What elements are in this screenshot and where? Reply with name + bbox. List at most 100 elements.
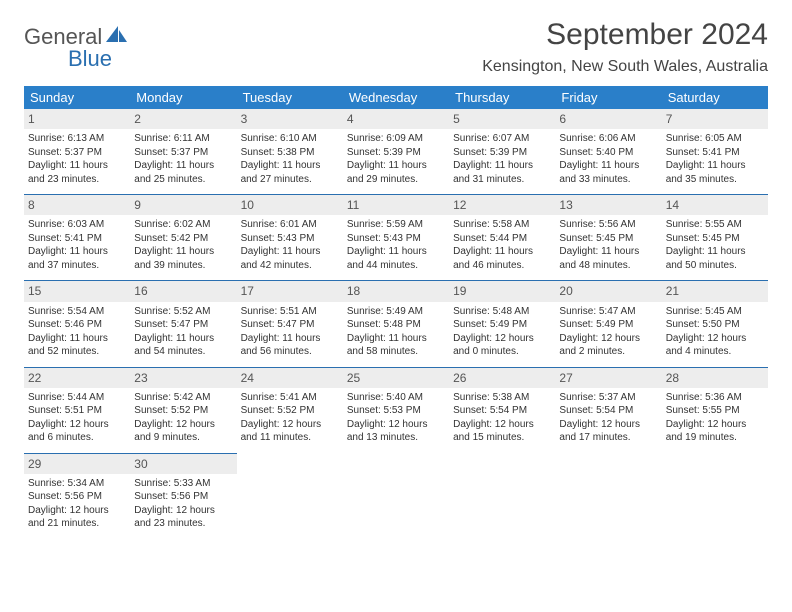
sunset-line: Sunset: 5:54 PM [453,404,551,418]
sunrise-line: Sunrise: 5:58 AM [453,218,551,232]
sunset-line: Sunset: 5:52 PM [134,404,232,418]
sunset-line: Sunset: 5:55 PM [666,404,764,418]
day-number: 30 [130,454,236,474]
sunset-line: Sunset: 5:40 PM [559,146,657,160]
sunset-line: Sunset: 5:37 PM [28,146,126,160]
daylight-line: Daylight: 12 hours and 21 minutes. [28,504,126,531]
weekday-header-row: Sunday Monday Tuesday Wednesday Thursday… [24,86,768,109]
logo-text-sub: Blue [68,46,112,72]
day-number: 3 [237,109,343,129]
sunset-line: Sunset: 5:54 PM [559,404,657,418]
header: General Blue September 2024 Kensington, … [24,18,768,76]
daylight-line: Daylight: 11 hours and 37 minutes. [28,245,126,272]
calendar-cell: 30Sunrise: 5:33 AMSunset: 5:56 PMDayligh… [130,453,236,539]
calendar-cell: 29 Sunrise: 5:34 AMSunset: 5:56 PMDayligh… [24,453,130,539]
daylight-line: Daylight: 11 hours and 23 minutes. [28,159,126,186]
weekday-header: Thursday [449,86,555,109]
day-number: 10 [237,195,343,215]
calendar-cell: 24Sunrise: 5:41 AMSunset: 5:52 PMDayligh… [237,367,343,453]
daylight-line: Daylight: 11 hours and 52 minutes. [28,332,126,359]
sunset-line: Sunset: 5:49 PM [453,318,551,332]
calendar-cell: 27Sunrise: 5:37 AMSunset: 5:54 PMDayligh… [555,367,661,453]
sunset-line: Sunset: 5:42 PM [134,232,232,246]
sunrise-line: Sunrise: 5:37 AM [559,391,657,405]
sunrise-line: Sunrise: 6:09 AM [347,132,445,146]
daylight-line: Daylight: 11 hours and 42 minutes. [241,245,339,272]
sunrise-line: Sunrise: 5:41 AM [241,391,339,405]
daylight-line: Daylight: 11 hours and 50 minutes. [666,245,764,272]
sunrise-line: Sunrise: 5:47 AM [559,305,657,319]
daylight-line: Daylight: 12 hours and 23 minutes. [134,504,232,531]
sunset-line: Sunset: 5:39 PM [453,146,551,160]
daylight-line: Daylight: 11 hours and 39 minutes. [134,245,232,272]
sunset-line: Sunset: 5:41 PM [666,146,764,160]
sunrise-line: Sunrise: 6:07 AM [453,132,551,146]
calendar-table: Sunday Monday Tuesday Wednesday Thursday… [24,86,768,539]
daylight-line: Daylight: 11 hours and 58 minutes. [347,332,445,359]
daylight-line: Daylight: 12 hours and 2 minutes. [559,332,657,359]
calendar-cell: 23Sunrise: 5:42 AMSunset: 5:52 PMDayligh… [130,367,236,453]
calendar-cell: 6 Sunrise: 6:06 AMSunset: 5:40 PMDaylight… [555,109,661,195]
sunrise-line: Sunrise: 5:49 AM [347,305,445,319]
day-number: 26 [449,368,555,388]
daylight-line: Daylight: 11 hours and 48 minutes. [559,245,657,272]
sunset-line: Sunset: 5:51 PM [28,404,126,418]
daylight-line: Daylight: 11 hours and 44 minutes. [347,245,445,272]
sunrise-line: Sunrise: 5:54 AM [28,305,126,319]
calendar-row: 22Sunrise: 5:44 AMSunset: 5:51 PMDayligh… [24,367,768,453]
sunrise-line: Sunrise: 6:11 AM [134,132,232,146]
weekday-header: Wednesday [343,86,449,109]
sunrise-line: Sunrise: 5:42 AM [134,391,232,405]
sunrise-line: Sunrise: 5:55 AM [666,218,764,232]
calendar-cell: 22Sunrise: 5:44 AMSunset: 5:51 PMDayligh… [24,367,130,453]
calendar-cell [237,453,343,539]
day-number: 25 [343,368,449,388]
day-number: 13 [555,195,661,215]
sunrise-line: Sunrise: 6:03 AM [28,218,126,232]
day-number: 7 [662,109,768,129]
daylight-line: Daylight: 11 hours and 35 minutes. [666,159,764,186]
weekday-header: Sunday [24,86,130,109]
day-number: 24 [237,368,343,388]
calendar-cell: 3Sunrise: 6:10 AMSunset: 5:38 PMDaylight… [237,109,343,195]
sunset-line: Sunset: 5:52 PM [241,404,339,418]
calendar-cell [662,453,768,539]
weekday-header: Tuesday [237,86,343,109]
logo-sub-wrap: Blue [68,40,112,72]
daylight-line: Daylight: 11 hours and 56 minutes. [241,332,339,359]
calendar-cell: 12Sunrise: 5:58 AMSunset: 5:44 PMDayligh… [449,195,555,281]
sunset-line: Sunset: 5:43 PM [347,232,445,246]
day-number: 2 [130,109,236,129]
day-number: 19 [449,281,555,301]
day-number: 1 [24,109,130,129]
sunrise-line: Sunrise: 6:10 AM [241,132,339,146]
day-number: 29 [24,454,130,474]
sunset-line: Sunset: 5:37 PM [134,146,232,160]
sunset-line: Sunset: 5:50 PM [666,318,764,332]
location: Kensington, New South Wales, Australia [482,58,768,76]
sunrise-line: Sunrise: 5:48 AM [453,305,551,319]
sunset-line: Sunset: 5:38 PM [241,146,339,160]
sunset-line: Sunset: 5:56 PM [28,490,126,504]
calendar-cell: 20Sunrise: 5:47 AMSunset: 5:49 PMDayligh… [555,281,661,367]
daylight-line: Daylight: 11 hours and 33 minutes. [559,159,657,186]
calendar-cell: 5Sunrise: 6:07 AMSunset: 5:39 PMDaylight… [449,109,555,195]
day-number: 6 [555,109,661,129]
sunrise-line: Sunrise: 5:34 AM [28,477,126,491]
day-number: 23 [130,368,236,388]
sunrise-line: Sunrise: 6:06 AM [559,132,657,146]
sunset-line: Sunset: 5:39 PM [347,146,445,160]
calendar-cell: 25Sunrise: 5:40 AMSunset: 5:53 PMDayligh… [343,367,449,453]
calendar-cell: 15Sunrise: 5:54 AMSunset: 5:46 PMDayligh… [24,281,130,367]
calendar-cell: 1Sunrise: 6:13 AMSunset: 5:37 PMDaylight… [24,109,130,195]
sunset-line: Sunset: 5:45 PM [666,232,764,246]
calendar-cell: 17Sunrise: 5:51 AMSunset: 5:47 PMDayligh… [237,281,343,367]
calendar-cell: 8Sunrise: 6:03 AMSunset: 5:41 PMDaylight… [24,195,130,281]
calendar-cell: 7Sunrise: 6:05 AMSunset: 5:41 PMDaylight… [662,109,768,195]
sunrise-line: Sunrise: 5:45 AM [666,305,764,319]
daylight-line: Daylight: 12 hours and 6 minutes. [28,418,126,445]
day-number: 27 [555,368,661,388]
sunset-line: Sunset: 5:41 PM [28,232,126,246]
sunset-line: Sunset: 5:46 PM [28,318,126,332]
calendar-cell: 10Sunrise: 6:01 AMSunset: 5:43 PMDayligh… [237,195,343,281]
